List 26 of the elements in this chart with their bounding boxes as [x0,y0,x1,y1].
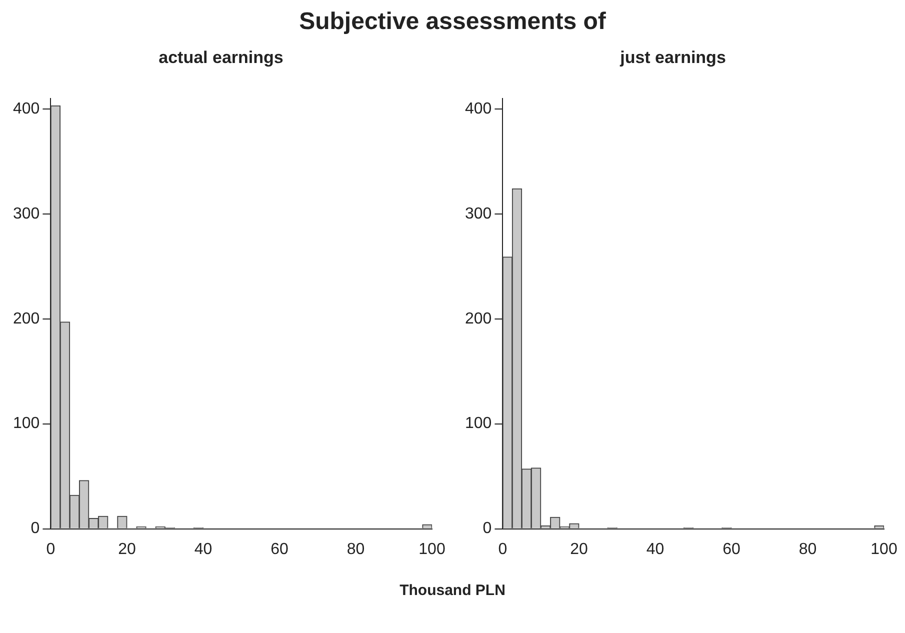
x-tick-label: 20 [570,540,588,558]
y-tick-label: 0 [482,520,492,538]
text: Subjective assessments of [298,8,607,36]
x-tick-label: 0 [498,540,508,558]
x-tick-label: 80 [798,540,817,558]
x-tick-label: 0 [46,540,56,558]
y-tick-label: 200 [12,310,40,328]
x-tick-label: 20 [118,540,136,558]
x-tick-label: 60 [270,540,288,558]
x-tick-label: 40 [194,540,212,558]
y-tick-label: 400 [464,100,492,118]
y-tick-label: 400 [12,100,40,118]
x-tick-label: 80 [346,540,365,558]
x-tick-label: 60 [722,540,740,558]
chart-title: actual earnings [158,48,284,67]
x-tick-label: 40 [646,540,664,558]
y-tick-label: 100 [464,415,492,432]
y-tick-label: 300 [464,205,492,222]
x-tick-label: 100 [870,540,898,558]
y-tick-label: 200 [464,310,492,328]
y-tick-label: 300 [12,205,40,222]
y-tick-label: 100 [12,415,40,432]
chart-title: just earnings [619,48,726,67]
y-tick-label: 0 [30,520,40,538]
x-tick-label: 100 [418,540,446,558]
x-axis-title: Thousand PLN [398,582,506,599]
